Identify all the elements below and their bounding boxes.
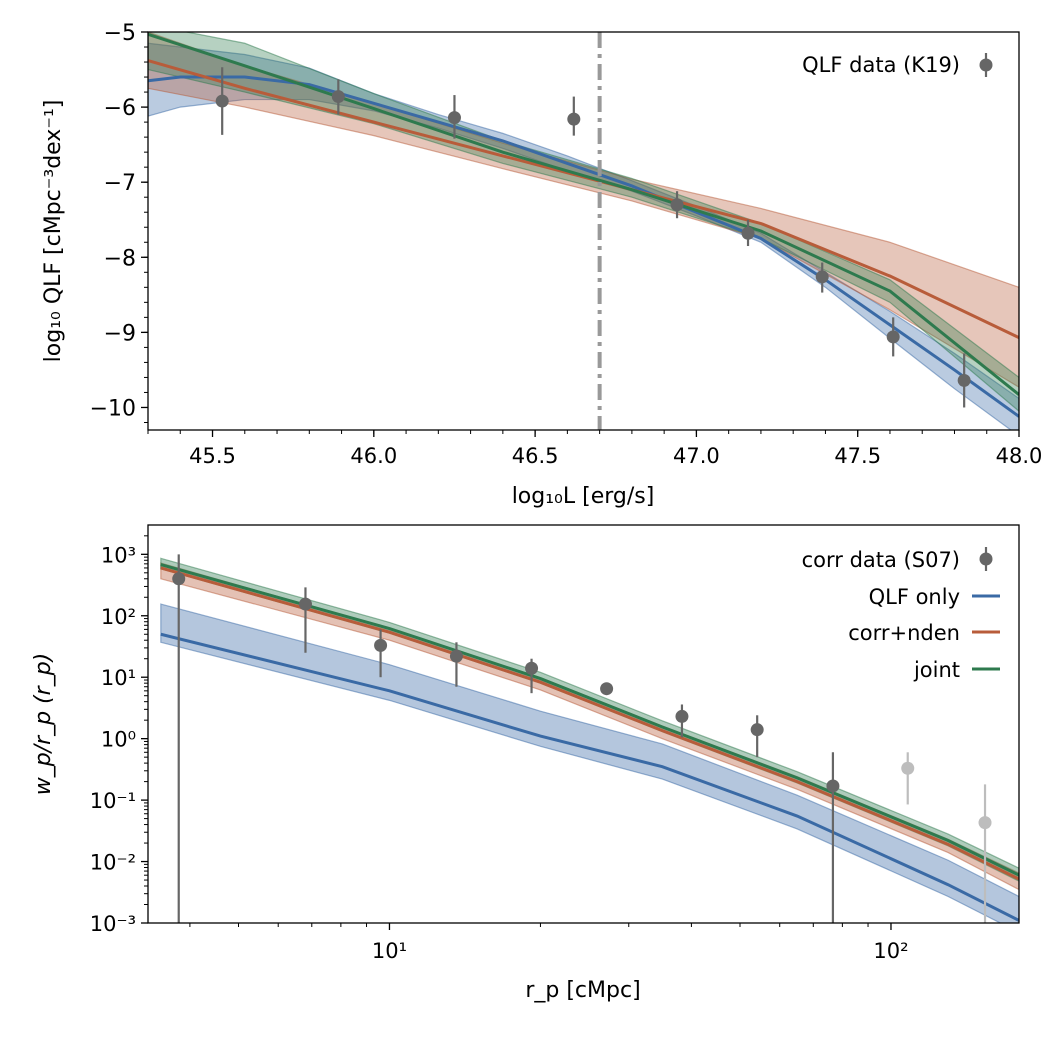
corr-legend-markers	[972, 547, 1000, 671]
correlation-panel: 10¹ 10² 10³ 10² 10¹ 10⁰ 10⁻¹ 10⁻² 10⁻³ r_p [cMpc…	[31, 524, 1020, 1003]
qlf-band-qlf-only	[148, 42, 1019, 430]
qlf-x-tick-label: 46.5	[512, 444, 559, 468]
qlf-line-qlf-only	[148, 75, 1019, 418]
qlf-y-tick-label: −5	[104, 21, 136, 46]
corr-y-axis-label: w_p/r_p (r_p)	[31, 653, 56, 796]
qlf-x-tick-label: 47.5	[834, 444, 881, 468]
corr-legend-label-data: corr data (S07)	[802, 548, 960, 572]
qlf-data-point	[957, 373, 971, 387]
qlf-data-point	[741, 226, 755, 240]
corr-data-point	[449, 649, 463, 663]
corr-y-tick-label: 10⁻¹	[90, 789, 136, 813]
qlf-y-tick-label: −10	[90, 396, 136, 421]
qlf-data-point	[215, 94, 229, 108]
corr-y-tick-label: 10⁻²	[90, 851, 136, 875]
qlf-y-tick-label: −8	[104, 246, 136, 271]
corr-x-tick-label: 10²	[873, 939, 908, 963]
qlf-x-axis-label: log₁₀L [erg/s]	[512, 484, 655, 509]
corr-data-point	[298, 597, 312, 611]
qlf-plot-area	[148, 32, 1019, 430]
qlf-x-tick-label: 46.0	[350, 444, 397, 468]
qlf-x-tick-label: 47.0	[673, 444, 720, 468]
corr-legend-dot	[979, 552, 993, 566]
corr-data-point	[374, 638, 388, 652]
qlf-data-point	[670, 198, 684, 212]
qlf-y-axis-label: log₁₀ QLF [cMpc⁻³dex⁻¹]	[41, 100, 66, 363]
qlf-x-tick-label: 48.0	[996, 444, 1043, 468]
qlf-data-point	[567, 112, 581, 126]
corr-plot-area	[160, 554, 1019, 923]
corr-legend-label-qlf-only: QLF only	[869, 585, 960, 609]
qlf-band-joint	[148, 32, 1019, 413]
qlf-legend-dot	[979, 58, 993, 72]
qlf-data-point	[886, 330, 900, 344]
corr-y-tick-label: 10⁻³	[90, 912, 136, 936]
corr-faint-point	[901, 761, 915, 775]
corr-data-point	[172, 572, 186, 586]
corr-y-tick-label: 10³	[101, 543, 136, 567]
qlf-data-point	[447, 111, 461, 125]
qlf-panel: 45.5 46.0 46.5 47.0 47.5 48.0 −5 −6 −7 −8 −9 −10 lo…	[41, 21, 1042, 509]
corr-y-tick-label: 10²	[101, 605, 136, 629]
corr-faint-point	[978, 816, 992, 830]
qlf-line-corr-nden	[148, 59, 1019, 339]
corr-data-point	[600, 682, 614, 696]
corr-data-point	[525, 661, 539, 675]
corr-data-point	[826, 779, 840, 793]
qlf-line-joint	[148, 32, 1019, 396]
qlf-y-tick-label: −9	[104, 321, 136, 346]
qlf-axes-frame	[147, 31, 1020, 431]
qlf-y-tick-label: −6	[104, 96, 136, 121]
qlf-x-tick-label: 45.5	[189, 444, 236, 468]
corr-line-joint	[160, 563, 1019, 877]
qlf-ticks: 45.5 46.0 46.5 47.0 47.5 48.0 −5 −6 −7 −8 −9 −10	[90, 21, 1043, 468]
corr-x-axis-label: r_p [cMpc]	[525, 978, 640, 1003]
corr-legend: corr data (S07) QLF only corr+nden joint	[802, 547, 1000, 682]
qlf-y-tick-label: −7	[104, 171, 136, 196]
corr-y-tick-label: 10¹	[101, 666, 136, 690]
corr-ticks: 10¹ 10² 10³ 10² 10¹ 10⁰ 10⁻¹ 10⁻² 10⁻³	[90, 535, 909, 963]
corr-axes-frame	[147, 524, 1020, 924]
corr-x-tick-label: 10¹	[372, 939, 407, 963]
qlf-legend-label: QLF data (K19)	[802, 53, 960, 77]
corr-y-tick-label: 10⁰	[101, 728, 136, 752]
corr-band-qlf-only	[160, 603, 1019, 923]
qlf-legend: QLF data (K19)	[802, 53, 993, 77]
corr-line-qlf-only	[160, 632, 1019, 922]
corr-legend-label-joint: joint	[913, 658, 960, 682]
qlf-legend-marker	[979, 53, 993, 77]
qlf-data-point	[815, 270, 829, 284]
corr-data-point	[750, 723, 764, 737]
corr-legend-label-corr-nden: corr+nden	[848, 621, 960, 645]
qlf-data-point	[331, 90, 345, 104]
corr-line-corr-nden	[160, 566, 1019, 881]
corr-data-point	[675, 709, 689, 723]
